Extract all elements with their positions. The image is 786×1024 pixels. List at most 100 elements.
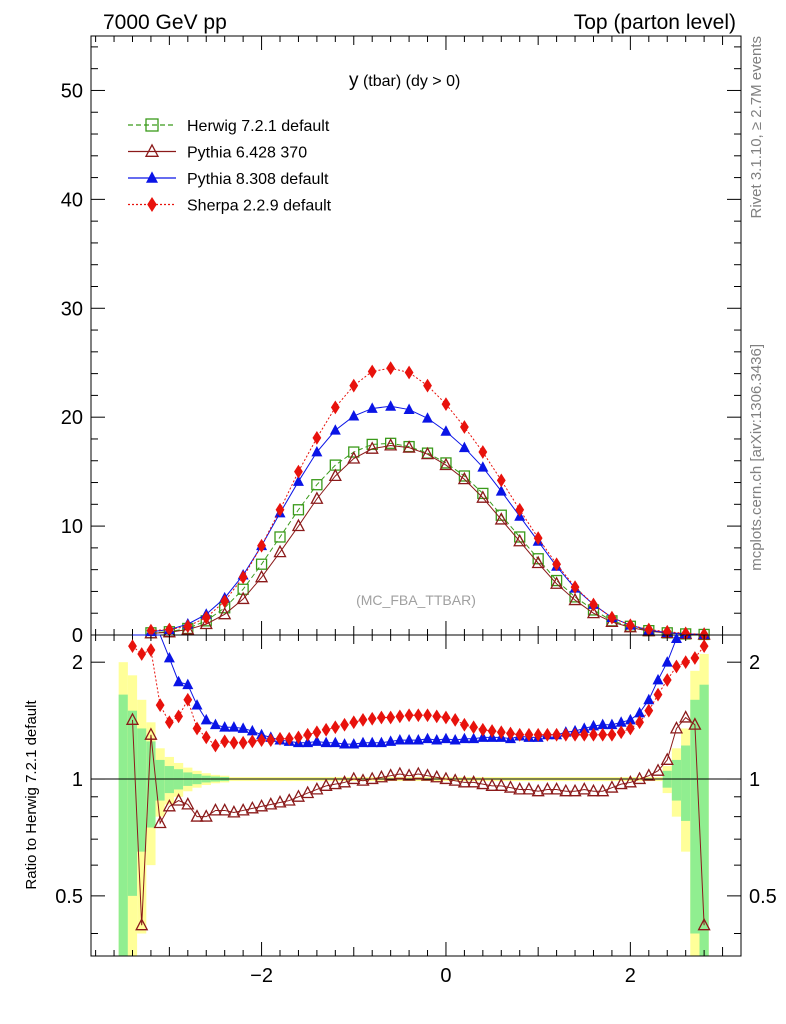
ratio-data-point [374, 769, 389, 783]
ratio-data-point [319, 778, 333, 791]
ratio-data-point [340, 717, 349, 732]
ratio-data-point [596, 783, 610, 797]
ratio-data-point [496, 725, 506, 740]
main-data-point [550, 574, 563, 587]
ratio-data-point [458, 732, 470, 744]
ratio-data-point [311, 735, 323, 746]
ratio-data-point [625, 721, 635, 736]
ratio-data-point [358, 713, 368, 727]
ratio-data-point [460, 717, 469, 732]
ratio-data-point [208, 802, 223, 816]
ratio-data-point [661, 656, 673, 667]
main-data-point [496, 473, 506, 488]
ratio-data-point [386, 710, 396, 725]
ratio-band-green [118, 694, 128, 956]
ratio-y-tick-label: 2 [72, 652, 83, 674]
main-data-point [420, 446, 435, 460]
ratio-x-tick-label: −2 [250, 965, 273, 987]
ratio-data-point [211, 738, 220, 753]
main-plot-panel: 0 10 20 30 40 50 [61, 35, 742, 647]
ratio-data-point [605, 780, 619, 793]
ratio-data-point [282, 793, 296, 806]
ratio-data-point [477, 731, 489, 742]
ratio-data-point [246, 724, 258, 736]
main-data-point [275, 502, 285, 517]
main-data-point [311, 445, 323, 457]
ratio-data-point [476, 776, 490, 790]
ratio-data-point [264, 797, 278, 810]
ratio-data-point [697, 917, 711, 931]
main-data-point [238, 570, 248, 585]
ratio-data-point [365, 771, 379, 785]
ratio-data-point [273, 795, 287, 808]
ratio-y-tick-label-right: 0.5 [749, 886, 777, 908]
ratio-data-point [321, 722, 331, 737]
ratio-series [128, 639, 709, 753]
ratio-data-point [347, 771, 361, 785]
main-data-point [254, 569, 269, 583]
ratio-data-point [423, 708, 432, 723]
main-data-point [236, 591, 250, 605]
ratio-data-point [653, 687, 663, 702]
ratio-data-point [312, 725, 322, 740]
main-y-tick-label: 0 [72, 625, 83, 647]
watermark: (MC_FBA_TTBAR) [356, 592, 476, 608]
ratio-data-point [236, 802, 250, 816]
ratio-data-point [284, 731, 294, 746]
main-data-point [513, 533, 527, 547]
main-plot-title-rest: (tbar) (dy > 0) [359, 73, 461, 90]
ratio-data-point [144, 727, 158, 740]
ratio-data-point [469, 720, 479, 735]
rivet-label: Rivet 3.1.10, ≥ 2.7M events [748, 36, 765, 219]
ratio-data-point [199, 809, 213, 822]
ratio-y-tick-label: 0.5 [55, 886, 83, 908]
ratio-data-point [393, 766, 407, 780]
main-data-point [384, 438, 398, 451]
ratio-data-point [652, 673, 664, 685]
ratio-data-point [420, 768, 435, 781]
ratio-data-point [404, 708, 414, 723]
main-data-point [146, 623, 156, 638]
main-data-point [441, 397, 451, 411]
legend-marker [145, 118, 159, 132]
main-data-point [220, 594, 230, 609]
main-data-point [292, 475, 304, 486]
ratio-y-tick-label-right: 2 [749, 652, 760, 674]
ratio-data-point [181, 797, 195, 810]
ratio-y-axis-label: Ratio to Herwig 7.2.1 default [23, 700, 40, 890]
ratio-data-point [403, 734, 415, 745]
ratio-data-point [183, 692, 193, 707]
main-y-tick-label: 20 [61, 407, 83, 429]
ratio-band-green [681, 745, 691, 821]
main-data-point [164, 622, 174, 637]
ratio-data-point [467, 774, 481, 788]
ratio-data-point [155, 698, 165, 713]
main-plot-title-main: y [349, 70, 359, 91]
ratio-y-tick-label-right: 1 [749, 769, 760, 791]
main-data-point [366, 438, 378, 451]
ratio-data-point [635, 715, 644, 730]
main-data-point [274, 531, 286, 543]
ratio-data-point [254, 798, 269, 812]
main-data-point [478, 445, 488, 459]
ratio-data-point [128, 639, 137, 653]
main-y-tick-label: 40 [61, 189, 83, 211]
ratio-data-point [468, 732, 480, 744]
main-data-point [385, 400, 397, 411]
main-data-point [589, 597, 598, 612]
ratio-data-point [522, 782, 536, 795]
ratio-data-point [586, 783, 601, 797]
ratio-data-point [432, 709, 442, 724]
ratio-data-point [337, 774, 352, 788]
main-data-point [348, 410, 360, 421]
ratio-data-point [348, 738, 360, 749]
ratio-data-point [320, 736, 332, 748]
ratio-data-point [624, 713, 636, 725]
legend-marker [147, 197, 157, 212]
main-data-point [201, 610, 211, 625]
main-data-point [625, 618, 635, 633]
ratio-band-green [127, 710, 138, 896]
legend-label: Sherpa 2.2.9 default [187, 198, 332, 215]
header-left: 7000 GeV pp [103, 11, 227, 34]
main-data-point [477, 461, 489, 472]
